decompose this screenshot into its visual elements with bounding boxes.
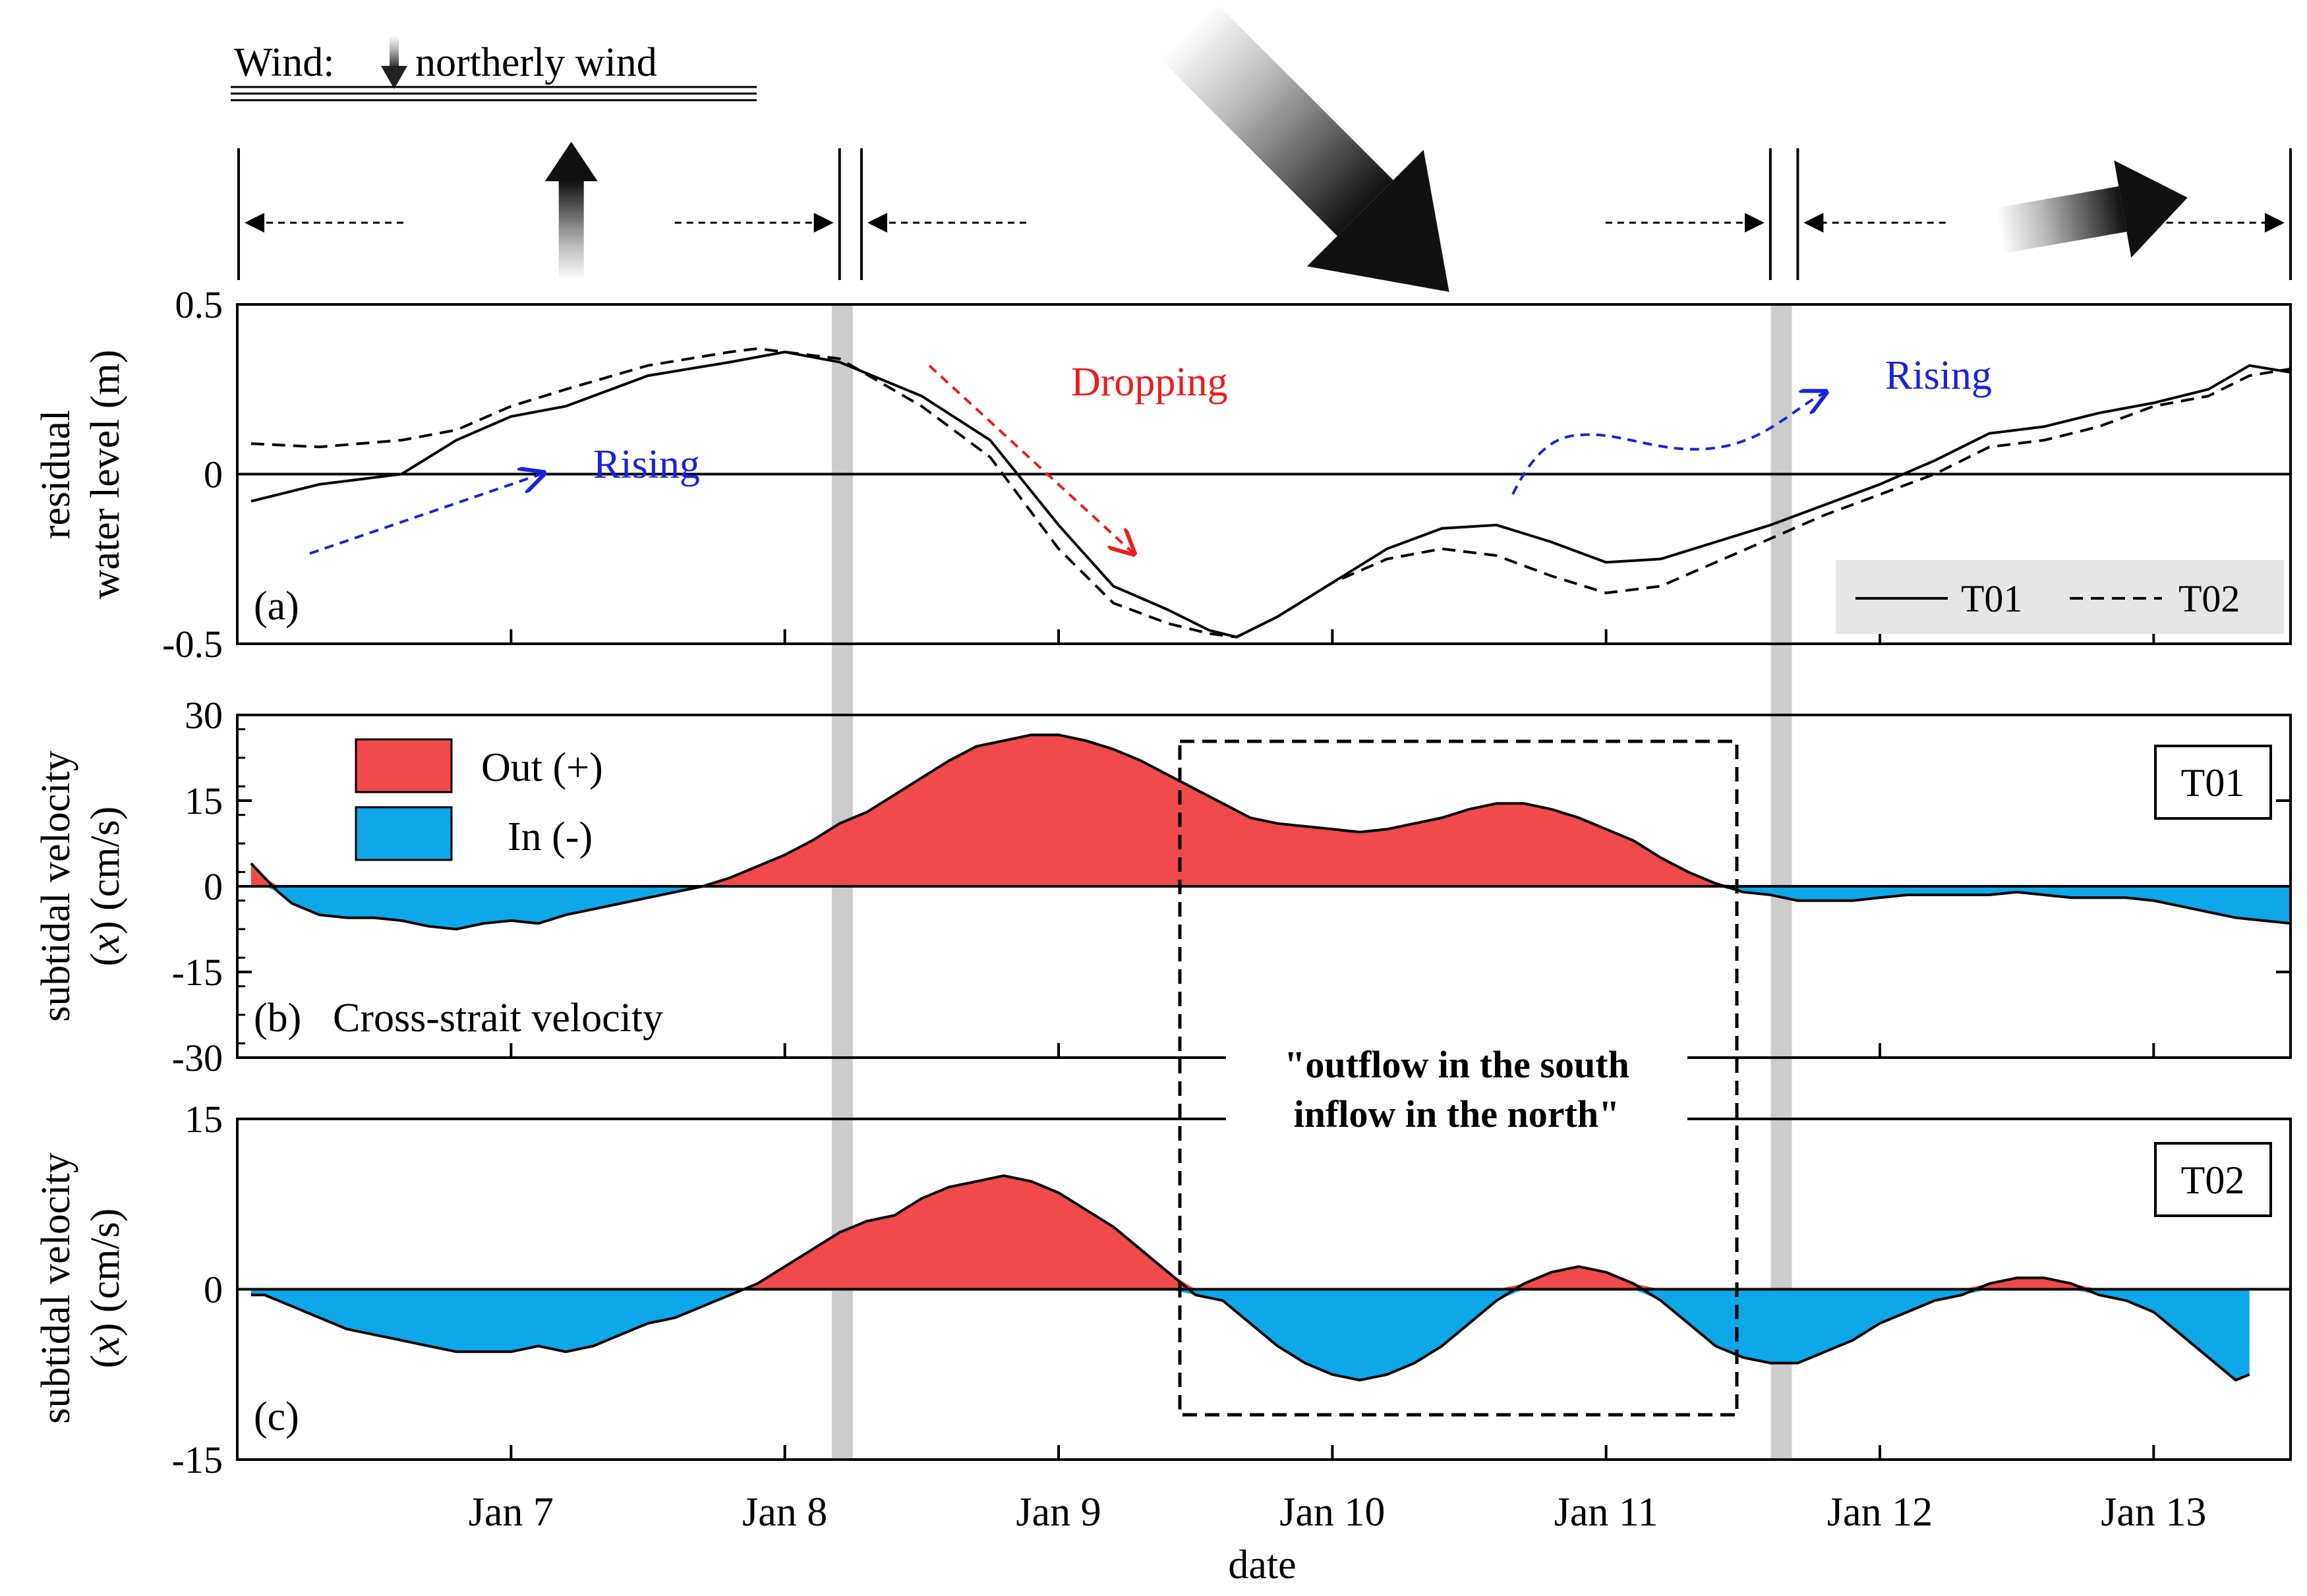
legend-in-label: In (-) xyxy=(508,814,593,859)
station-t02-label: T02 xyxy=(2181,1158,2245,1202)
annotation-rising-right: Rising xyxy=(1511,353,1992,495)
panel-a-y-ticks: 0.5 0 -0.5 xyxy=(162,283,2291,666)
highlight-box: "outflow in the south inflow in the nort… xyxy=(1178,739,1739,1417)
wind-periods xyxy=(237,148,2292,280)
area-out xyxy=(250,1176,2250,1290)
legend-out-label: Out (+) xyxy=(481,745,603,790)
area-in xyxy=(250,886,2291,929)
x-tick-label: Jan 10 xyxy=(1279,1490,1385,1535)
area-in xyxy=(250,1289,2250,1381)
panel-b-label: (b) xyxy=(254,996,301,1040)
panel-c-label: (c) xyxy=(254,1394,299,1439)
y-tick-label: 30 xyxy=(185,694,223,737)
panel-a-label: (a) xyxy=(254,584,299,629)
annotation-rising-left: Rising xyxy=(309,442,700,555)
y-tick-label: 0 xyxy=(204,865,223,908)
series-t01-line xyxy=(250,351,2291,639)
panel-b-series-line xyxy=(250,733,2291,931)
wind-legend-label: Wind: xyxy=(234,40,335,85)
highlight-dashed-rect xyxy=(1178,739,1739,1417)
wind-arrows xyxy=(544,3,2188,292)
y-tick-label: -0.5 xyxy=(162,623,223,666)
panel-b-title: Cross-strait velocity xyxy=(333,996,663,1040)
station-t01-box xyxy=(2154,745,2272,820)
panel-c-fill xyxy=(250,1176,2250,1381)
panel-b-y-ticks: 30 15 0 -15 -30 xyxy=(172,694,2291,1079)
panel-a-x-ticks xyxy=(510,629,2155,644)
panel-a-ylabel-line1: residual xyxy=(34,410,78,539)
legend-t02-label: T02 xyxy=(2178,577,2240,620)
x-axis-label: date xyxy=(1228,1543,1296,1587)
panel-b-ylabel-line1: subtidal velocity xyxy=(34,751,78,1022)
y-tick-label: -15 xyxy=(172,1439,223,1481)
x-tick-label: Jan 7 xyxy=(469,1490,554,1535)
y-tick-label: 15 xyxy=(185,1098,223,1141)
legend-out-swatch xyxy=(355,738,453,793)
highlight-line2: inflow in the north" xyxy=(1294,1093,1620,1135)
arrow-down-icon xyxy=(381,36,407,89)
y-tick-label: -30 xyxy=(172,1037,223,1079)
x-tick-label: Jan 8 xyxy=(742,1490,827,1535)
arrow-up-icon xyxy=(544,142,598,280)
panel-a-ylabel-line2: water level (m) xyxy=(83,350,128,600)
x-tick-label: Jan 11 xyxy=(1554,1490,1658,1535)
panel-c-ylabel-line2: (x) (cm/s) xyxy=(83,1209,128,1369)
panel-c-series-line xyxy=(250,1174,2250,1382)
panel-b-ylabel-line2: (x) (cm/s) xyxy=(83,807,128,967)
y-tick-label: 15 xyxy=(185,780,223,822)
legend-t01-label: T01 xyxy=(1961,577,2022,620)
highlight-line1: "outflow in the south xyxy=(1284,1043,1629,1086)
panel-b: 30 15 0 -15 -30 Out (+) In (-) T01 (b) Cross… xyxy=(34,694,2292,1079)
annotation-dropping: Dropping xyxy=(928,360,1228,554)
y-tick-label: 0 xyxy=(204,1268,223,1311)
y-tick-label: 0 xyxy=(204,453,223,496)
x-tick-label: Jan 12 xyxy=(1827,1490,1933,1535)
legend-in-swatch xyxy=(355,806,453,861)
panel-c-x-ticks: Jan 7 Jan 8 Jan 9 Jan 10 Jan 11 Jan 12 Jan 13 xyxy=(469,1445,2206,1535)
y-tick-label: -15 xyxy=(172,951,223,994)
panel-c-y-ticks: 15 0 -15 xyxy=(172,1098,2291,1481)
panel-b-fill xyxy=(250,735,2291,929)
panel-c-ylabel-line1: subtidal velocity xyxy=(34,1153,78,1424)
area-out xyxy=(250,735,2291,886)
wind-legend: Wind: northerly wind xyxy=(231,36,757,101)
wind-legend-desc: northerly wind xyxy=(415,40,657,85)
rising-left-text: Rising xyxy=(593,442,700,487)
y-tick-label: 0.5 xyxy=(175,283,223,326)
station-t01-label: T01 xyxy=(2181,761,2245,805)
station-t02-box xyxy=(2154,1142,2272,1217)
shade-band-1 xyxy=(1770,304,1792,1460)
panel-a: 0.5 0 -0.5 (a) residual water level (m) T0… xyxy=(34,283,2292,666)
panel-c: 15 0 -15 Jan 7 Jan 8 Jan 9 Jan 10 Jan 11 Jan 12… xyxy=(34,1098,2292,1587)
x-tick-label: Jan 13 xyxy=(2101,1490,2206,1535)
rising-right-text: Rising xyxy=(1885,353,1992,398)
panel-b-legend: Out (+) In (-) xyxy=(355,738,603,861)
arrow-right-icon xyxy=(1995,160,2188,258)
x-tick-label: Jan 9 xyxy=(1016,1490,1101,1535)
dropping-text: Dropping xyxy=(1071,360,1228,405)
panel-a-legend: T01 T02 xyxy=(1836,560,2284,634)
highlight-text-bg xyxy=(1226,1041,1687,1140)
arrow-down-right-icon xyxy=(1160,3,1449,292)
